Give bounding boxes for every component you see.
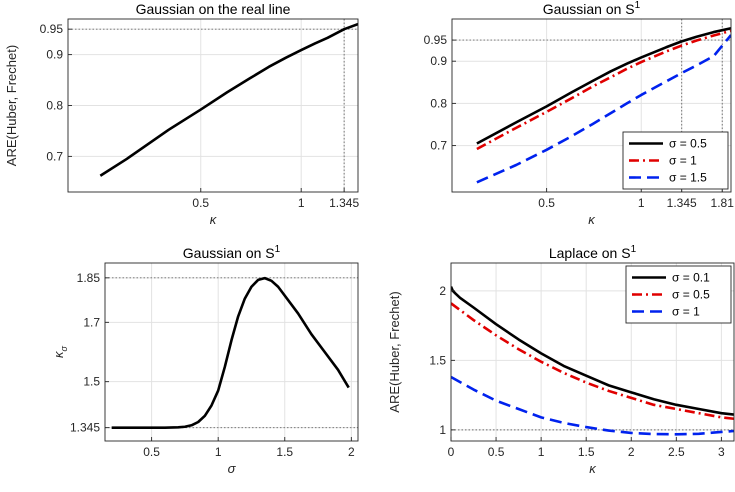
y-tick-label: 1.5 bbox=[83, 375, 100, 389]
x-axis-label: σ bbox=[228, 461, 237, 476]
x-tick-label: 0.5 bbox=[488, 445, 505, 459]
x-tick-label: 1 bbox=[215, 445, 222, 459]
x-tick-label: 1 bbox=[538, 445, 545, 459]
x-tick-label: 1.5 bbox=[276, 445, 293, 459]
legend-entry: σ = 0.5 bbox=[672, 288, 710, 302]
y-tick-label: 1.5 bbox=[429, 353, 446, 367]
x-tick-label: 2 bbox=[348, 445, 355, 459]
y-tick-label: 0.95 bbox=[40, 22, 64, 36]
legend-entry: σ = 1 bbox=[672, 305, 700, 319]
panel-laplace-s1: 0 0.5 1 1.5 2 2.5 3 1 1.5 2 Laplace on S1 κ ARE(Hube… bbox=[387, 244, 735, 476]
x-tick-label: 2 bbox=[628, 445, 635, 459]
series-line-1 bbox=[476, 27, 731, 145]
y-tick-label: 1.7 bbox=[83, 315, 100, 329]
legend-entry: σ = 1.5 bbox=[669, 171, 707, 185]
y-tick-label: 0.7 bbox=[430, 139, 447, 153]
legend: σ = 0.1 σ = 0.5 σ = 1 bbox=[625, 265, 732, 324]
legend-entry: σ = 1 bbox=[669, 154, 697, 168]
panel-gaussian-s1-kappa-sigma: 0.5 1 1.5 2 1.345 1.5 1.7 1.85 Gaussian on S1 σ κσ bbox=[51, 244, 359, 476]
chart-title: Gaussian on S1 bbox=[183, 244, 281, 261]
x-tick-label: 0.5 bbox=[143, 445, 160, 459]
axes-frame bbox=[451, 18, 732, 193]
x-tick-label: 1.345 bbox=[667, 196, 697, 210]
y-tick-label: 0.7 bbox=[46, 149, 63, 163]
y-tick-label: 0.95 bbox=[424, 33, 448, 47]
y-tick-label: 0.9 bbox=[46, 48, 63, 62]
y-axis-label: κσ bbox=[51, 345, 69, 358]
series-line-2 bbox=[476, 29, 731, 151]
axes-frame bbox=[450, 262, 735, 442]
x-tick-label: 1.5 bbox=[578, 445, 595, 459]
legend-entry: σ = 0.5 bbox=[669, 137, 707, 151]
y-tick-label: 0.8 bbox=[430, 96, 447, 110]
legend-entry: σ = 0.1 bbox=[672, 271, 710, 285]
y-tick-label: 1.85 bbox=[77, 271, 101, 285]
x-tick-label: 1 bbox=[298, 196, 305, 210]
y-tick-label: 1 bbox=[439, 423, 446, 437]
y-axis-label: ARE(Huber, Frechet) bbox=[4, 45, 19, 166]
x-axis-label: κ bbox=[589, 461, 597, 476]
x-tick-label: 3 bbox=[718, 445, 725, 459]
chart-title: Laplace on S1 bbox=[549, 244, 637, 261]
legend-box bbox=[625, 265, 732, 324]
plot-area bbox=[105, 263, 358, 441]
x-tick-label: 0.5 bbox=[192, 196, 209, 210]
x-axis-label: κ bbox=[210, 212, 218, 227]
legend-box bbox=[622, 131, 729, 190]
series-line-2 bbox=[451, 302, 734, 421]
x-tick-label: 0 bbox=[448, 445, 455, 459]
x-tick-label: 0.5 bbox=[538, 196, 555, 210]
panel-gaussian-real-line: 0.5 1 1.345 0.7 0.8 0.9 0.95 Gaussian on the re… bbox=[4, 1, 359, 227]
chart-title: Gaussian on S1 bbox=[543, 0, 641, 17]
axes-frame bbox=[104, 262, 359, 442]
x-tick-label: 1 bbox=[638, 196, 645, 210]
y-tick-label: 0.8 bbox=[46, 99, 63, 113]
y-tick-label: 0.9 bbox=[430, 54, 447, 68]
series-line-3 bbox=[476, 34, 731, 184]
x-tick-label: 1.81 bbox=[711, 196, 735, 210]
y-tick-label: 2 bbox=[439, 284, 446, 298]
legend: σ = 0.5 σ = 1 σ = 1.5 bbox=[622, 131, 729, 190]
series-line-1 bbox=[451, 286, 734, 416]
y-axis-label: ARE(Huber, Frechet) bbox=[387, 291, 402, 412]
series-line-1 bbox=[99, 22, 358, 177]
x-tick-label: 2.5 bbox=[668, 445, 685, 459]
chart-title: Gaussian on the real line bbox=[136, 1, 291, 17]
panel-gaussian-s1-are: 0.5 1 1.345 1.81 0.7 0.8 0.9 0.95 Gaussian on S1… bbox=[424, 0, 735, 227]
y-tick-label: 1.345 bbox=[70, 421, 100, 435]
x-tick-label: 1.345 bbox=[329, 196, 359, 210]
series-line-3 bbox=[451, 375, 734, 436]
x-axis-label: κ bbox=[588, 212, 596, 227]
series-line-1 bbox=[111, 276, 350, 429]
